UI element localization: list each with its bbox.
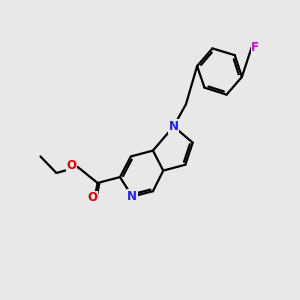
Text: O: O	[87, 191, 97, 204]
Text: O: O	[66, 159, 76, 172]
Text: O: O	[66, 159, 76, 172]
Text: N: N	[127, 190, 137, 203]
Text: F: F	[251, 41, 259, 54]
Text: N: N	[169, 120, 178, 133]
Text: N: N	[169, 120, 178, 133]
Text: N: N	[127, 190, 137, 203]
Text: O: O	[87, 191, 97, 204]
Text: F: F	[251, 41, 259, 54]
